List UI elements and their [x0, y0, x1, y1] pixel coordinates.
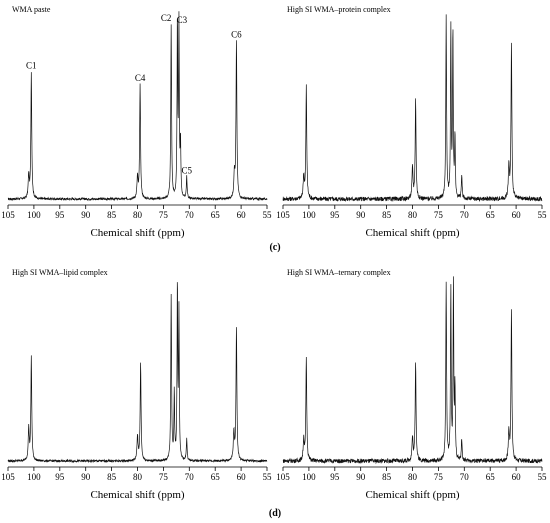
x-tick-label: 105 — [276, 472, 290, 482]
subfigure-label-c: (c) — [269, 242, 280, 253]
x-axis-label: Chemical shift (ppm) — [365, 227, 459, 239]
x-tick-label: 75 — [159, 472, 169, 482]
x-tick-label: 100 — [302, 472, 316, 482]
x-tick-label: 55 — [263, 210, 273, 220]
x-tick-label: 90 — [356, 472, 366, 482]
x-tick-label: 65 — [486, 210, 496, 220]
peak-label: C5 — [181, 165, 192, 175]
panel-title: WMA paste — [12, 5, 51, 14]
x-tick-label: 65 — [211, 210, 221, 220]
x-tick-label: 85 — [382, 210, 392, 220]
x-tick-label: 100 — [27, 472, 41, 482]
x-axis-label: Chemical shift (ppm) — [365, 489, 459, 501]
x-tick-label: 75 — [434, 210, 444, 220]
x-tick-label: 90 — [356, 210, 366, 220]
x-tick-label: 65 — [211, 472, 221, 482]
x-tick-label: 100 — [27, 210, 41, 220]
x-tick-label: 80 — [408, 210, 418, 220]
x-tick-label: 55 — [263, 472, 273, 482]
panel-title: High SI WMA–lipid complex — [12, 268, 108, 277]
peak-label: C2 — [161, 13, 172, 23]
spectrum-panel-1: WMA paste 105 100 95 90 85 80 75 70 65 60 55 Chemica… — [1, 5, 272, 239]
subfigure-label-d: (d) — [269, 508, 281, 519]
x-tick-label: 85 — [107, 210, 117, 220]
x-tick-label: 90 — [81, 472, 91, 482]
x-tick-label: 95 — [330, 472, 340, 482]
spectrum-panel-2: High SI WMA–protein complex 105 100 95 90 85 8… — [276, 5, 547, 239]
x-tick-label: 85 — [382, 472, 392, 482]
x-tick-label: 55 — [538, 472, 548, 482]
spectrum-line — [282, 276, 543, 465]
x-tick-label: 65 — [486, 472, 496, 482]
x-tick-label: 75 — [159, 210, 169, 220]
x-tick-label: 70 — [460, 472, 470, 482]
x-tick-label: 70 — [185, 210, 195, 220]
x-tick-label: 90 — [81, 210, 91, 220]
x-tick-label: 55 — [538, 210, 548, 220]
x-axis-label: Chemical shift (ppm) — [90, 227, 184, 239]
x-tick-label: 95 — [55, 210, 65, 220]
x-tick-label: 80 — [133, 472, 143, 482]
x-tick-label: 105 — [1, 472, 15, 482]
spectrum-line — [282, 14, 543, 203]
x-tick-label: 80 — [133, 210, 143, 220]
x-tick-label: 60 — [512, 472, 522, 482]
x-tick-label: 105 — [276, 210, 290, 220]
x-tick-label: 100 — [302, 210, 316, 220]
peak-label: C3 — [177, 15, 188, 25]
x-tick-label: 85 — [107, 472, 117, 482]
peak-label: C1 — [26, 60, 37, 70]
x-tick-label: 95 — [55, 472, 65, 482]
x-tick-label: 75 — [434, 472, 444, 482]
x-tick-label: 95 — [330, 210, 340, 220]
panel-title: High SI WMA–protein complex — [287, 5, 391, 14]
panel-title: High SI WMA–ternary complex — [287, 268, 391, 277]
x-tick-label: 70 — [460, 210, 470, 220]
x-tick-label: 60 — [512, 210, 522, 220]
x-axis-label: Chemical shift (ppm) — [90, 489, 184, 501]
x-tick-label: 105 — [1, 210, 15, 220]
x-tick-label: 60 — [237, 472, 247, 482]
peak-label: C6 — [231, 30, 242, 40]
x-tick-label: 60 — [237, 210, 247, 220]
spectrum-line — [7, 11, 268, 202]
spectrum-panel-4: High SI WMA–ternary complex 105 100 95 90 85 8… — [276, 268, 547, 501]
peak-label: C4 — [135, 73, 146, 83]
spectrum-panel-3: High SI WMA–lipid complex 105 100 95 90 85 80 7… — [1, 268, 272, 501]
x-tick-label: 80 — [408, 472, 418, 482]
x-tick-label: 70 — [185, 472, 195, 482]
spectrum-line — [7, 282, 268, 464]
